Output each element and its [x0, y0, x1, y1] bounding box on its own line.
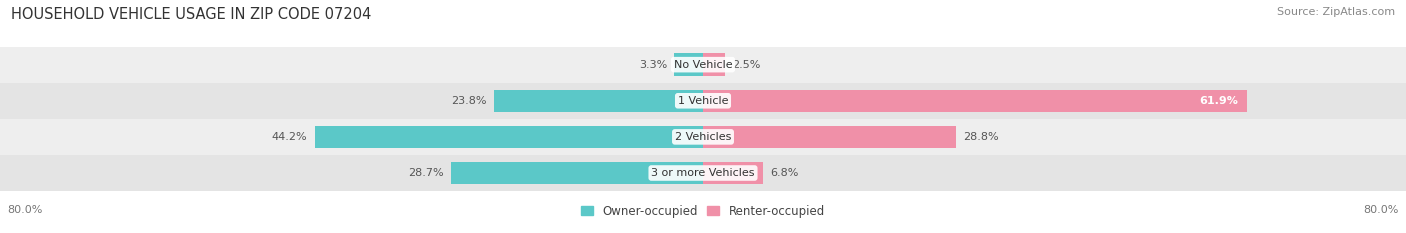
Bar	[703, 53, 725, 76]
Text: 28.8%: 28.8%	[963, 132, 998, 142]
Text: 44.2%: 44.2%	[271, 132, 308, 142]
Text: 80.0%: 80.0%	[1364, 205, 1399, 215]
Text: Source: ZipAtlas.com: Source: ZipAtlas.com	[1277, 7, 1395, 17]
Text: 80.0%: 80.0%	[7, 205, 42, 215]
Text: 3.3%: 3.3%	[638, 60, 666, 70]
Text: 3 or more Vehicles: 3 or more Vehicles	[651, 168, 755, 178]
Text: 2.5%: 2.5%	[733, 60, 761, 70]
Text: 6.8%: 6.8%	[770, 168, 799, 178]
Text: No Vehicle: No Vehicle	[673, 60, 733, 70]
Text: 23.8%: 23.8%	[451, 96, 486, 106]
Bar	[451, 162, 703, 184]
Bar	[0, 155, 1406, 191]
Bar	[703, 89, 1247, 112]
Bar	[0, 119, 1406, 155]
Legend: Owner-occupied, Renter-occupied: Owner-occupied, Renter-occupied	[576, 200, 830, 223]
Bar	[703, 126, 956, 148]
Bar	[0, 83, 1406, 119]
Text: 28.7%: 28.7%	[408, 168, 444, 178]
Text: 1 Vehicle: 1 Vehicle	[678, 96, 728, 106]
Text: HOUSEHOLD VEHICLE USAGE IN ZIP CODE 07204: HOUSEHOLD VEHICLE USAGE IN ZIP CODE 0720…	[11, 7, 371, 22]
Bar	[315, 126, 703, 148]
Bar	[494, 89, 703, 112]
Bar	[703, 162, 762, 184]
Text: 61.9%: 61.9%	[1199, 96, 1239, 106]
Bar	[673, 53, 703, 76]
Text: 2 Vehicles: 2 Vehicles	[675, 132, 731, 142]
Bar	[0, 47, 1406, 83]
